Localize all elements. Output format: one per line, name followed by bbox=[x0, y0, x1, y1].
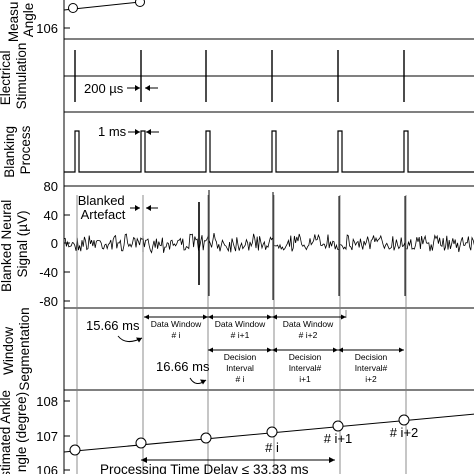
neural-signal-trace bbox=[63, 233, 474, 254]
processing-delay-label: Processing Time Delay ≤ 33.33 ms bbox=[100, 462, 309, 474]
data-window-i-plus-1: Data Window # i+1 bbox=[215, 319, 266, 340]
decision-period-label: 16.66 ms bbox=[156, 359, 210, 374]
measured-angle-point bbox=[135, 0, 145, 7]
stimulation-label: Electrical Stimulation bbox=[0, 43, 29, 110]
measured-angle-label: Measu Angle bbox=[6, 0, 36, 42]
neural-tick-minus-40: -40 bbox=[39, 265, 58, 280]
decision-interval-i-plus-2: Decision Interval# i+2 bbox=[355, 352, 388, 384]
neural-tick-40: 40 bbox=[44, 208, 58, 223]
angle-point-i-plus-2 bbox=[398, 414, 410, 426]
angle-point bbox=[200, 432, 212, 444]
stimulation-pulses bbox=[74, 50, 405, 102]
measured-angle-frame bbox=[63, 0, 474, 40]
artefact-label: Blanked Artefact bbox=[78, 193, 129, 222]
svg-text:Data Window# i: Data Window # i bbox=[151, 319, 202, 340]
panel-frames bbox=[63, 0, 474, 474]
blanking-label: Blanking Process bbox=[2, 122, 33, 178]
stimulation-panel: Electrical Stimulation 200 µs bbox=[0, 43, 474, 110]
measured-angle-tick-106: 106 bbox=[36, 21, 58, 36]
estimated-angle-label: stimated Ankle ngle (degree) bbox=[0, 386, 29, 474]
artefact-spikes bbox=[142, 190, 406, 300]
angle-tick-106: 106 bbox=[36, 463, 58, 474]
neural-signal-panel: 80 40 0 -40 -80 Blanked Neural Signal (µ… bbox=[0, 179, 474, 309]
neural-tick-80: 80 bbox=[44, 179, 58, 194]
svg-text:Data Window# i+2: Data Window # i+2 bbox=[283, 319, 334, 340]
angle-point bbox=[69, 444, 81, 456]
svg-text:Data Window# i+1: Data Window # i+1 bbox=[215, 319, 266, 340]
point-label-i-plus-2: # i+2 bbox=[390, 425, 419, 440]
pulse-width-label: 200 µs bbox=[84, 81, 124, 96]
angle-tick-108: 108 bbox=[36, 394, 58, 409]
data-window-i: Data Window # i bbox=[151, 319, 202, 340]
segmentation-label: Window Segmentation bbox=[1, 307, 32, 390]
measured-angle-point bbox=[68, 3, 78, 13]
angle-tick-107: 107 bbox=[36, 429, 58, 444]
measured-angle-panel: 106 Measu Angle bbox=[6, 0, 145, 42]
estimated-angle-panel: 108 107 106 # i # i+1 # i+2 stimated Ank… bbox=[0, 386, 474, 474]
decision-interval-i: Decision Interval # i bbox=[224, 352, 257, 384]
data-window-i-plus-2: Data Window # i+2 bbox=[283, 319, 334, 340]
blanking-waveform bbox=[64, 130, 474, 173]
angle-point-i bbox=[266, 426, 278, 438]
vertical-guides bbox=[76, 195, 407, 474]
decision-interval-i-plus-1: Decision Interval# i+1 bbox=[289, 352, 322, 384]
point-label-i-plus-1: # i+1 bbox=[324, 431, 353, 446]
point-label-i: # i bbox=[265, 440, 279, 455]
neural-tick-0: 0 bbox=[51, 236, 58, 251]
blanking-panel: Blanking Process 1 ms bbox=[2, 122, 474, 178]
neural-tick-minus-80: -80 bbox=[39, 294, 58, 309]
estimated-angle-frame bbox=[63, 389, 474, 474]
window-period-label: 15.66 ms bbox=[86, 318, 140, 333]
angle-point-i-plus-1 bbox=[332, 420, 344, 432]
blank-width-label: 1 ms bbox=[98, 124, 127, 139]
neural-signal-label: Blanked Neural Signal (µV) bbox=[0, 196, 30, 292]
angle-point bbox=[135, 437, 147, 449]
segmentation-panel: Window Segmentation Data Window # i Data … bbox=[1, 307, 404, 391]
